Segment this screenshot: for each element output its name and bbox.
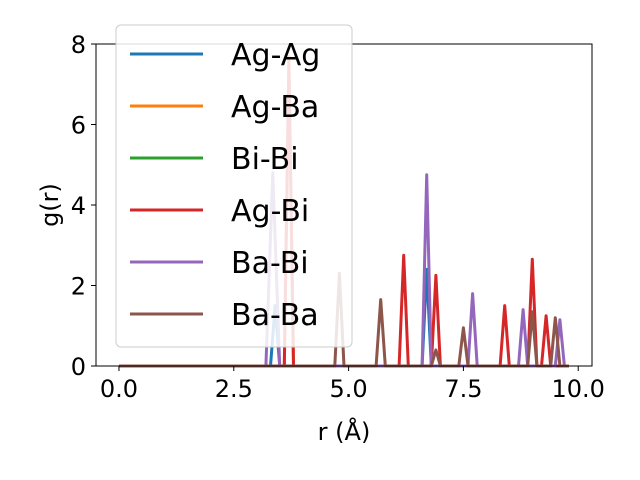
y-tick-label: 8 [71,31,86,59]
x-tick-label: 10.0 [552,375,605,403]
y-tick-label: 0 [71,353,86,381]
x-tick-label: 7.5 [444,375,482,403]
legend-entry-label: Ag-Ag [231,38,320,73]
y-axis-ticks: 0 2 4 6 8 [71,31,96,381]
x-tick-label: 2.5 [215,375,253,403]
y-tick-label: 2 [71,273,86,301]
legend-entry-label: Ba-Bi [231,246,309,281]
x-tick-label: 0.0 [100,375,138,403]
x-tick-label: 5.0 [330,375,368,403]
y-tick-label: 6 [71,112,86,140]
legend-entry-label: Ba-Ba [231,298,319,333]
legend-entry-label: Ag-Ba [231,90,319,125]
y-tick-label: 4 [71,192,86,220]
x-axis-label: r (Å) [318,417,371,446]
x-axis-ticks: 0.0 2.5 5.0 7.5 10.0 [100,366,605,403]
legend-entry-label: Bi-Bi [231,142,299,177]
y-axis-label: g(r) [36,183,64,227]
legend: Ag-Ag Ag-Ba Bi-Bi Ag-Bi Ba-Bi Ba-Ba [115,24,353,348]
legend-entry-label: Ag-Bi [231,194,309,229]
